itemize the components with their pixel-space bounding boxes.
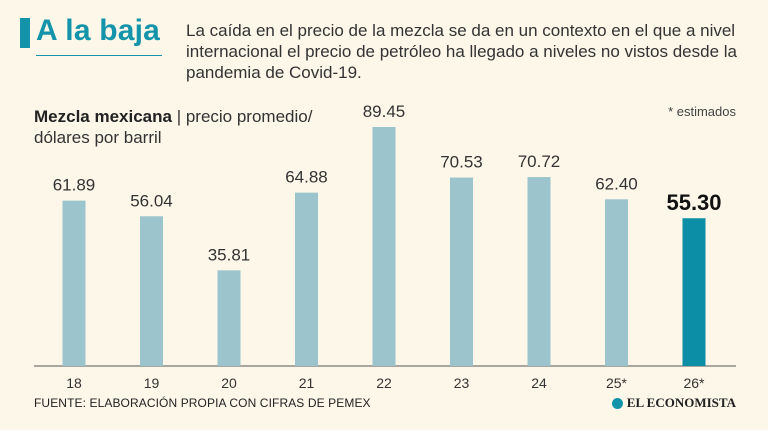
x-tick-label: 23	[454, 375, 470, 391]
x-tick-label: 18	[66, 375, 82, 391]
bar-22	[372, 127, 396, 366]
value-label: 89.45	[363, 102, 406, 121]
bar-18	[62, 200, 86, 366]
lede-text: La caída en el precio de la mezcla se da…	[186, 21, 737, 82]
value-label: 70.53	[440, 153, 483, 172]
chart-title: Mezcla mexicana | precio promedio/ dólar…	[34, 106, 334, 148]
x-tick-label: 24	[531, 375, 547, 391]
value-label: 56.04	[130, 191, 173, 210]
value-label: 64.88	[285, 168, 328, 187]
headline-accent-bar	[20, 18, 30, 48]
chart-title-bold: Mezcla mexicana	[34, 107, 172, 126]
bar-26-est	[682, 218, 706, 366]
x-tick-label: 22	[376, 375, 392, 391]
x-tick-label: 21	[299, 375, 315, 391]
value-label: 55.30	[666, 190, 721, 215]
x-tick-label: 25*	[606, 375, 628, 391]
brand-logo: EL ECONOMISTA	[611, 395, 736, 411]
bar-21	[295, 192, 318, 366]
headline: A la baja	[36, 14, 161, 47]
chart-title-rest: | precio promedio/ dólares por barril	[34, 107, 313, 147]
value-label: 70.72	[518, 152, 561, 171]
brand-name: EL ECONOMISTA	[626, 395, 736, 410]
bar-19	[140, 216, 163, 366]
bar-20	[217, 270, 241, 366]
estimates-note: * estimados	[668, 104, 736, 119]
headline-underline	[36, 55, 162, 56]
bar-24	[527, 177, 551, 366]
brand-globe-icon	[611, 397, 623, 409]
bar-25-est	[605, 199, 628, 366]
x-tick-label: 26*	[683, 375, 705, 391]
value-label: 62.40	[595, 174, 638, 193]
x-tick-label: 20	[221, 375, 237, 391]
value-label: 35.81	[208, 245, 251, 264]
source-note: FUENTE: ELABORACIÓN PROPIA CON CIFRAS DE…	[34, 396, 371, 410]
bar-23	[450, 177, 473, 366]
x-tick-label: 19	[144, 375, 160, 391]
value-label: 61.89	[53, 176, 96, 195]
